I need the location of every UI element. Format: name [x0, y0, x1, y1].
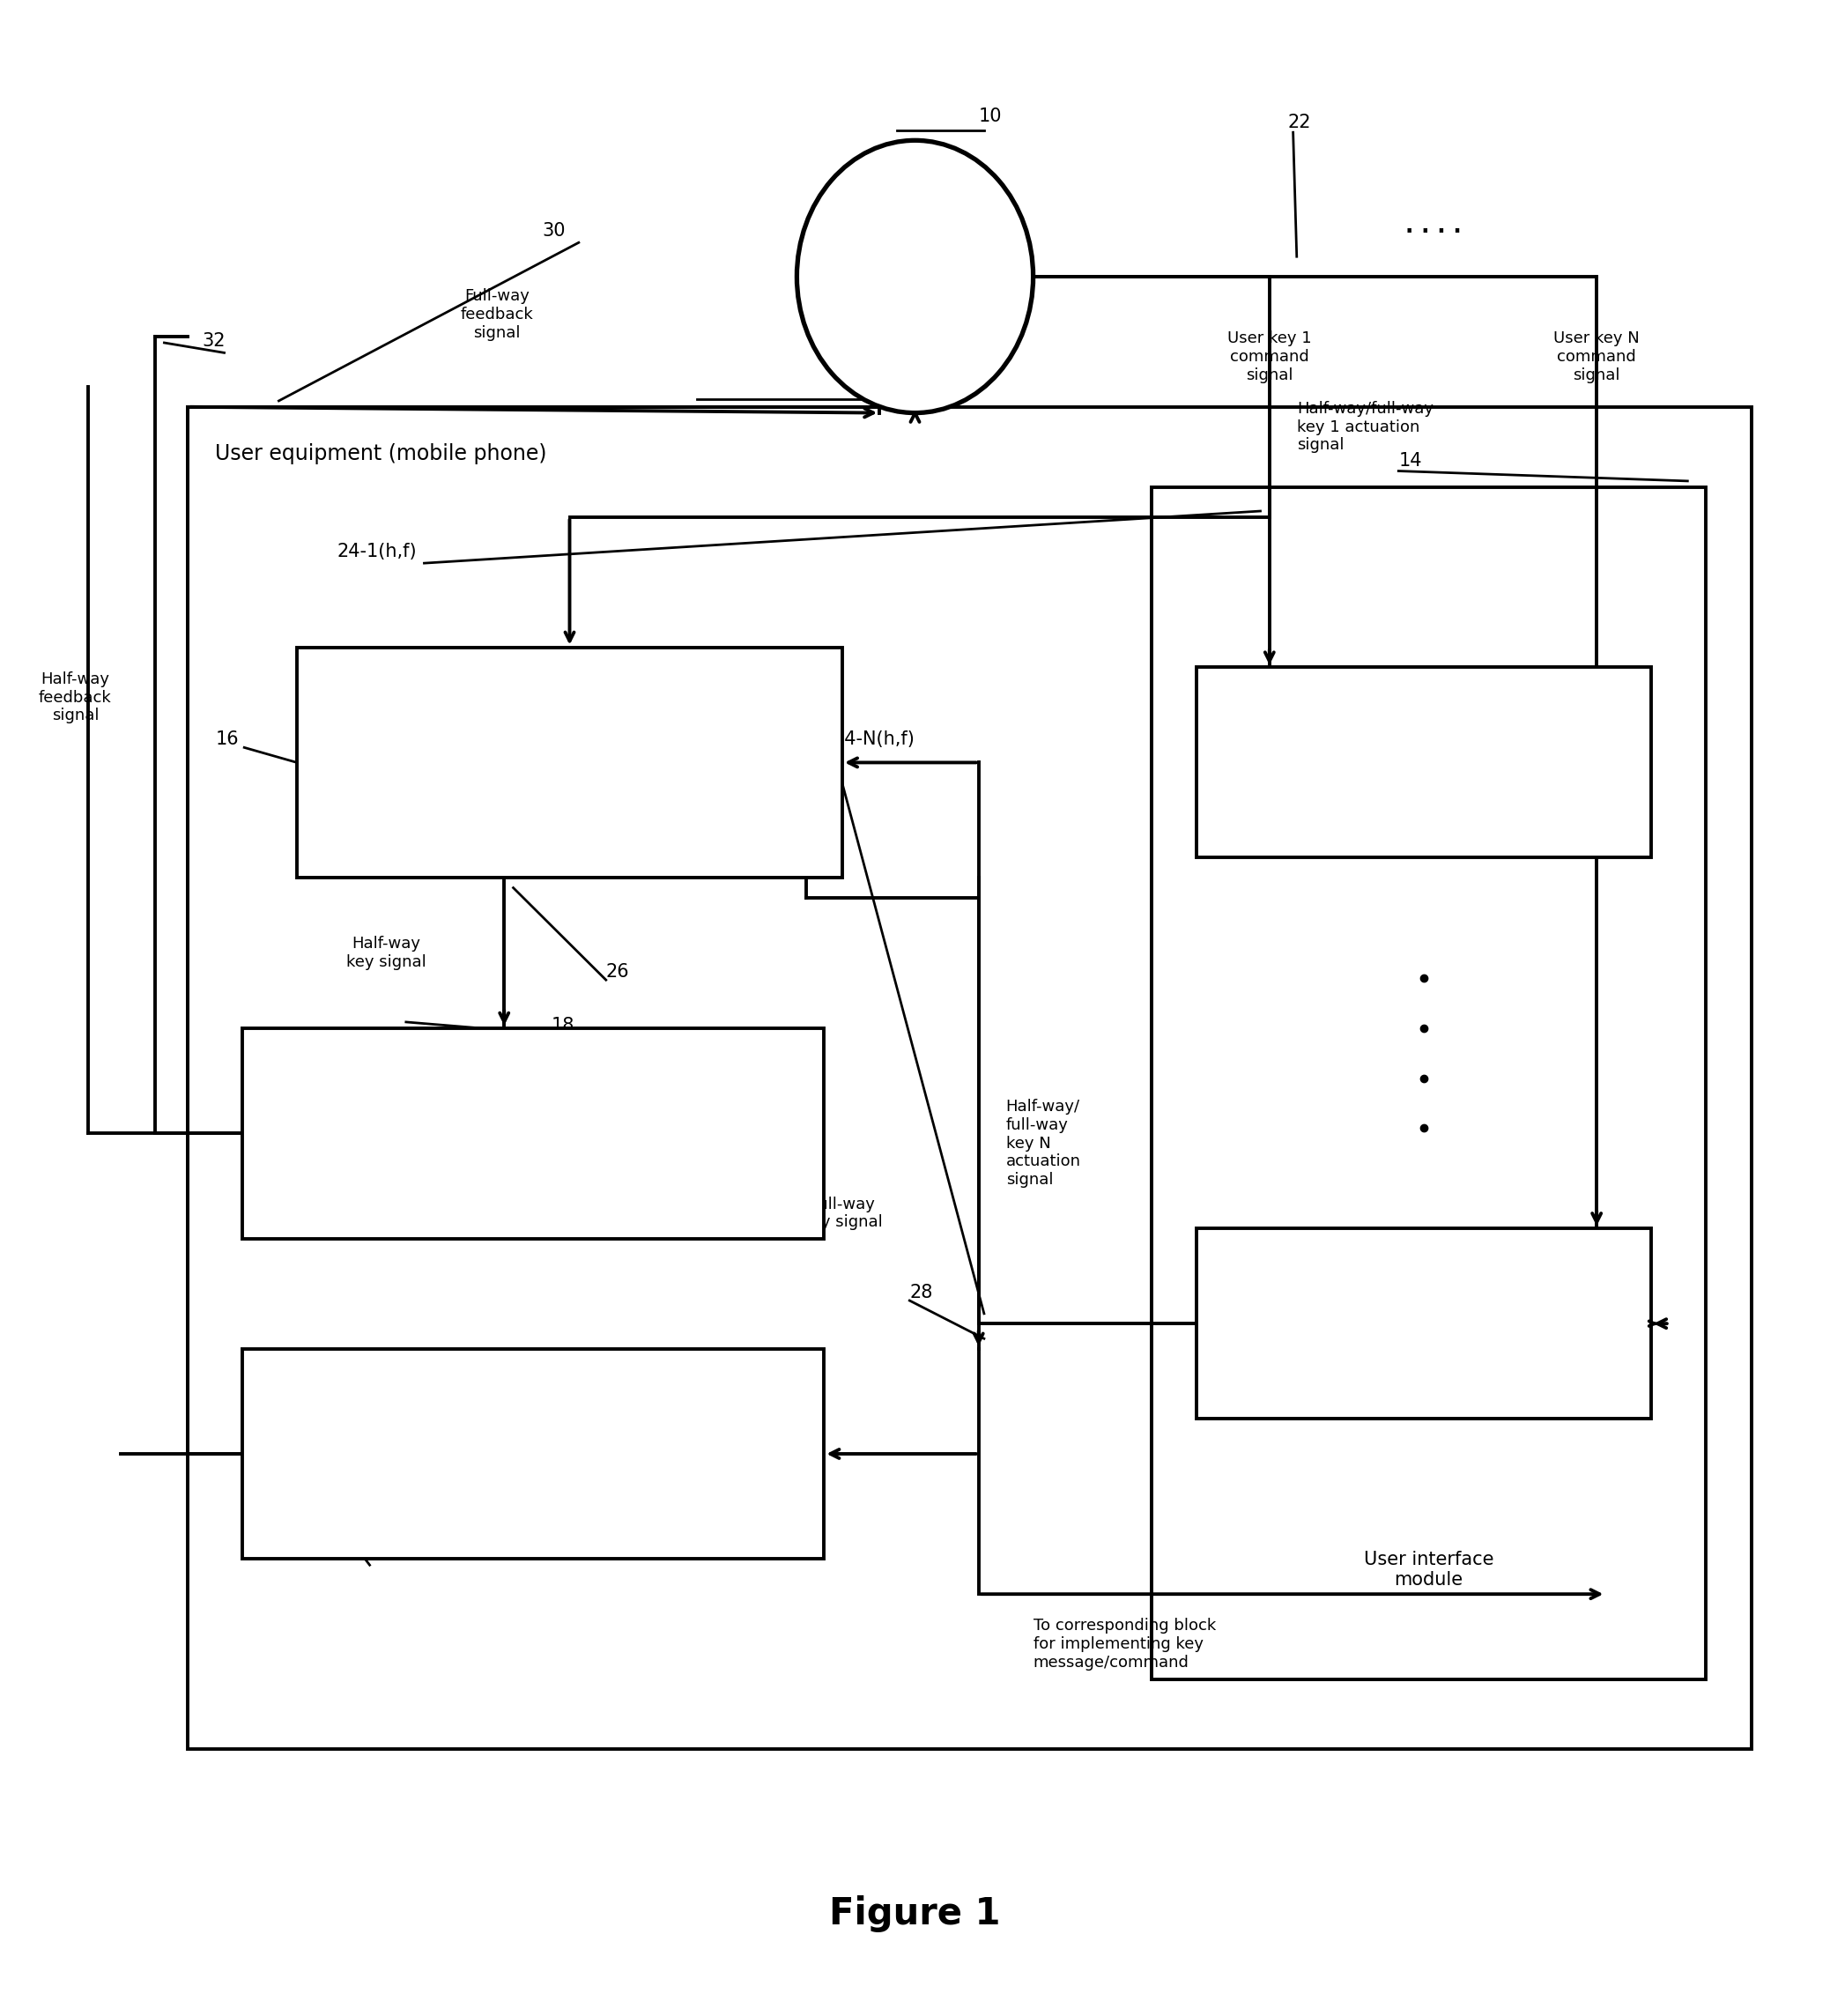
Bar — [1197, 1228, 1651, 1419]
Text: User: User — [893, 268, 937, 286]
Text: Full-way
feedback block: Full-way feedback block — [463, 1435, 602, 1474]
Text: 30: 30 — [542, 222, 565, 240]
Text: 14: 14 — [1398, 452, 1422, 470]
Text: Key 1: Key 1 — [1398, 754, 1449, 772]
Bar — [296, 647, 842, 877]
Text: Half-way feedback
block: Half-way feedback block — [448, 1115, 619, 1153]
Text: Actuation
controller: Actuation controller — [525, 744, 613, 782]
Text: 20: 20 — [329, 1536, 353, 1554]
Text: Half-way
feedback
signal: Half-way feedback signal — [38, 671, 112, 724]
Text: 24-1(h,f): 24-1(h,f) — [337, 542, 417, 560]
Text: 26: 26 — [606, 964, 630, 980]
Text: Full-way
feedback
signal: Full-way feedback signal — [461, 288, 533, 341]
Text: User equipment (mobile phone): User equipment (mobile phone) — [216, 444, 547, 464]
Text: Half-way/
full-way
key N
actuation
signal: Half-way/ full-way key N actuation signa… — [1007, 1099, 1082, 1187]
Text: 10: 10 — [979, 107, 1003, 125]
Text: 12: 12 — [860, 379, 884, 395]
Text: 28: 28 — [910, 1284, 933, 1302]
Text: Half-way/full-way
key 1 actuation
signal: Half-way/full-way key 1 actuation signal — [1297, 401, 1433, 454]
Text: Key N: Key N — [1398, 1314, 1451, 1333]
Text: Figure 1: Figure 1 — [829, 1895, 1001, 1931]
Text: 24-N(h,f): 24-N(h,f) — [833, 730, 915, 748]
Text: Half-way
key signal: Half-way key signal — [346, 935, 426, 970]
Text: 16: 16 — [216, 730, 238, 748]
Text: 14-1: 14-1 — [1288, 683, 1329, 702]
Text: 18: 18 — [551, 1018, 575, 1034]
Text: 14-N: 14-N — [1288, 1244, 1330, 1262]
Text: User interface
module: User interface module — [1363, 1550, 1493, 1589]
Bar — [188, 407, 1751, 1750]
Bar — [1197, 667, 1651, 857]
Text: To corresponding block
for implementing key
message/command: To corresponding block for implementing … — [1034, 1619, 1215, 1671]
Text: 32: 32 — [203, 333, 225, 349]
Bar — [1151, 488, 1706, 1679]
Ellipse shape — [796, 141, 1034, 413]
Text: . . . .: . . . . — [1405, 216, 1460, 238]
Text: User key N
command
signal: User key N command signal — [1554, 331, 1640, 383]
Text: 22: 22 — [1288, 113, 1310, 131]
Bar — [242, 1349, 824, 1558]
Text: Full-way
key signal: Full-way key signal — [802, 1195, 882, 1230]
Text: User key 1
command
signal: User key 1 command signal — [1228, 331, 1312, 383]
Bar — [242, 1028, 824, 1238]
